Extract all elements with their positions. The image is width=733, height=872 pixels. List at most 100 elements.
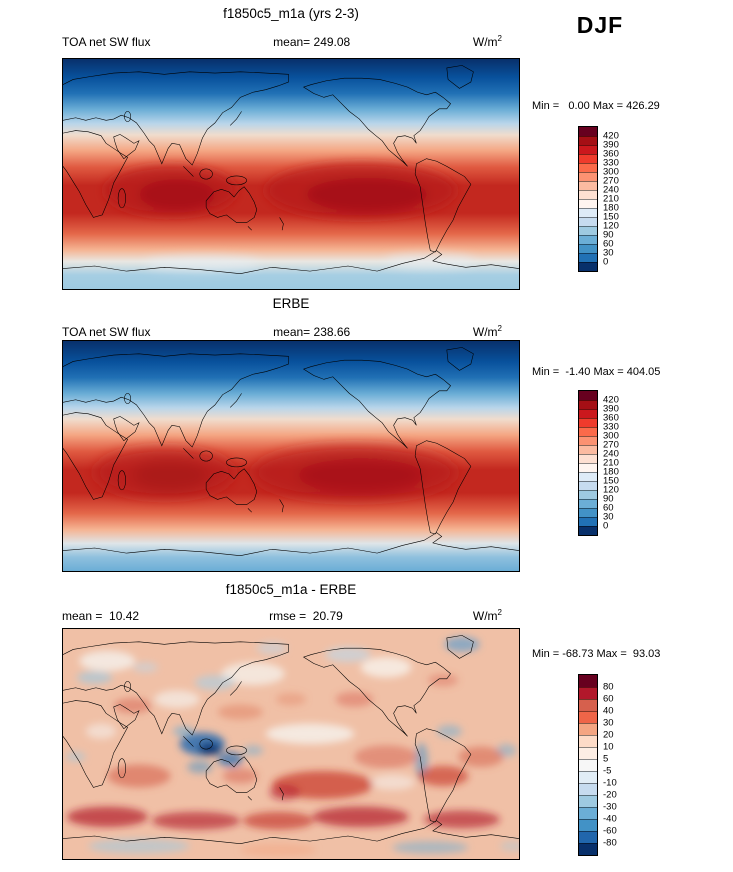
colorbar-tick-label: 90 — [603, 493, 614, 505]
panel3-units-exp: 2 — [497, 608, 502, 617]
panel3-stat-row: mean = 10.42 rmse = 20.79 W/m2 — [62, 608, 502, 623]
colorbar-cell — [579, 675, 597, 687]
colorbar-tick-label: 40 — [603, 705, 614, 717]
colorbar-labels: 80 60 40 30 20 10 5 -5 -10 -20 -30 -40 -60 -80 — [603, 675, 637, 857]
colorbar-tick-label: 300 — [603, 166, 619, 178]
colorbar-cell — [579, 427, 597, 436]
colorbar-tick-label: 210 — [603, 193, 619, 205]
colorbar-cell — [579, 795, 597, 807]
model-map-field-blobs — [104, 162, 475, 272]
colorbar-cell — [579, 711, 597, 723]
colorbar-tick-label: 60 — [603, 502, 614, 514]
panel1-title: f1850c5_m1a (yrs 2-3) — [223, 6, 359, 21]
colorbar-tick-label: -20 — [603, 789, 617, 801]
panel2-variable-label: TOA net SW flux — [62, 325, 151, 339]
panel1-variable-label: TOA net SW flux — [62, 35, 151, 49]
colorbar-tick-label: 240 — [603, 184, 619, 196]
colorbar-tick-label: 240 — [603, 448, 619, 460]
panel2-mean-label: mean= 238.66 — [273, 325, 351, 339]
colorbar-cell — [579, 409, 597, 418]
colorbar-tick-label: 30 — [603, 247, 614, 259]
colorbar-tick-label: 30 — [603, 511, 614, 523]
colorbar-cell — [579, 481, 597, 490]
colorbar-cell — [579, 807, 597, 819]
colorbar-tick-label: 390 — [603, 139, 619, 151]
colorbar-cell — [579, 190, 597, 199]
colorbar-tick-label: 0 — [603, 256, 609, 268]
panel1-stat-row: TOA net SW flux mean= 249.08 W/m2 — [62, 34, 502, 49]
colorbar-cell — [579, 747, 597, 759]
colorbar-cell — [579, 783, 597, 795]
colorbar-cell — [579, 163, 597, 172]
panel2-units-base: W/m — [472, 325, 498, 339]
colorbar-cell — [579, 735, 597, 747]
colorbar-tick-label: 390 — [603, 403, 619, 415]
colorbar-cell — [579, 687, 597, 699]
colorbar-tick-label: 120 — [603, 484, 619, 496]
colorbar-cell — [579, 154, 597, 163]
colorbar-tick-label: 420 — [603, 130, 619, 142]
colorbar-tick-label: 180 — [603, 202, 619, 214]
colorbar-tick-label: 180 — [603, 466, 619, 478]
colorbar-cell — [579, 472, 597, 481]
panel1-mean-label: mean= 249.08 — [273, 35, 351, 49]
colorbar-cell — [579, 262, 597, 271]
colorbar-tick-label: 20 — [603, 729, 614, 741]
colorbar-tick-label: 270 — [603, 175, 619, 187]
colorbar-cell — [579, 217, 597, 226]
panel1-units-label: W/m2 — [473, 34, 502, 49]
panel1-units-exp: 2 — [497, 34, 502, 43]
colorbar-cell — [579, 145, 597, 154]
colorbar-cells — [578, 674, 598, 856]
colorbar-cell — [579, 127, 597, 136]
colorbar-cell — [579, 454, 597, 463]
panel3-units-label: W/m2 — [473, 608, 502, 623]
colorbar-cell — [579, 699, 597, 711]
colorbar-tick-label: 5 — [603, 753, 609, 765]
panel2-units-exp: 2 — [497, 324, 502, 333]
colorbar-tick-label: -30 — [603, 801, 617, 813]
colorbar-tick-label: 90 — [603, 229, 614, 241]
colorbar-tick-label: 270 — [603, 439, 619, 451]
colorbar-cell — [579, 199, 597, 208]
panel3-colorbar: 80 60 40 30 20 10 5 -5 -10 -20 -30 -40 -60 -80 — [578, 674, 617, 856]
colorbar-cell — [579, 226, 597, 235]
colorbar-tick-label: 360 — [603, 148, 619, 160]
obs-map-field-blobs — [94, 444, 456, 501]
colorbar-tick-label: 0 — [603, 520, 609, 532]
colorbar-cell — [579, 723, 597, 735]
colorbar-cell — [579, 490, 597, 499]
obs-flux-map-canvas — [63, 341, 519, 571]
model-flux-map-canvas — [63, 59, 519, 289]
panel2-colorbar: 420 390 360 330 300 270 240 210 180 150 120 90 60 30 0 — [578, 390, 619, 536]
model-flux-map — [62, 58, 520, 290]
panel1-minmax-label: Min = 0.00 Max = 426.29 — [532, 100, 660, 112]
season-label: DJF — [576, 12, 624, 38]
panel3-rmse-label: rmse = 20.79 — [269, 609, 343, 623]
diff-map-field-blobs — [65, 636, 519, 857]
colorbar-tick-label: 330 — [603, 157, 619, 169]
colorbar-tick-label: -5 — [603, 765, 612, 777]
colorbar-cell — [579, 253, 597, 262]
colorbar-tick-label: 80 — [603, 681, 614, 693]
colorbar-cell — [579, 235, 597, 244]
colorbar-tick-label: 60 — [603, 693, 614, 705]
colorbar-cell — [579, 771, 597, 783]
colorbar-tick-label: 330 — [603, 421, 619, 433]
panel1-colorbar: 420 390 360 330 300 270 240 210 180 150 120 90 60 30 0 — [578, 126, 619, 272]
panel2-minmax-label: Min = -1.40 Max = 404.05 — [532, 366, 661, 378]
colorbar-tick-label: 300 — [603, 430, 619, 442]
diff-map-canvas — [63, 629, 519, 859]
colorbar-tick-label: 60 — [603, 238, 614, 250]
colorbar-cell — [579, 759, 597, 771]
panel2-units-label: W/m2 — [473, 324, 502, 339]
colorbar-cells — [578, 390, 598, 536]
colorbar-cell — [579, 208, 597, 217]
colorbar-labels: 420 390 360 330 300 270 240 210 180 150 120 90 60 30 0 — [603, 127, 637, 273]
colorbar-labels: 420 390 360 330 300 270 240 210 180 150 120 90 60 30 0 — [603, 391, 637, 537]
colorbar-cell — [579, 499, 597, 508]
colorbar-tick-label: -10 — [603, 777, 617, 789]
colorbar-cell — [579, 526, 597, 535]
colorbar-cell — [579, 418, 597, 427]
colorbar-tick-label: 120 — [603, 220, 619, 232]
